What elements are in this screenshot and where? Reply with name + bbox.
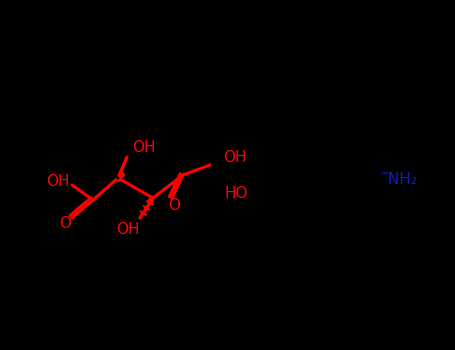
Text: ‴NH₂: ‴NH₂ — [381, 172, 418, 187]
Text: OH: OH — [46, 174, 70, 189]
Text: O: O — [168, 198, 180, 214]
Text: OH: OH — [223, 150, 247, 166]
Text: ●: ● — [147, 196, 154, 205]
Text: O: O — [59, 217, 71, 231]
Text: HO: HO — [224, 187, 248, 202]
Text: OH: OH — [116, 223, 140, 238]
Text: OH: OH — [132, 140, 156, 155]
Text: ●: ● — [117, 170, 125, 180]
